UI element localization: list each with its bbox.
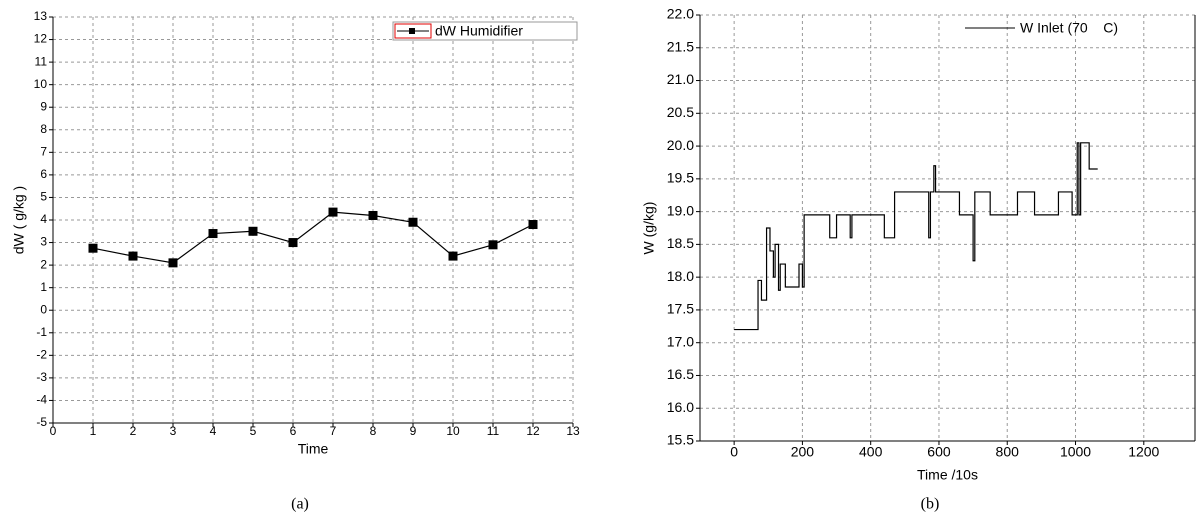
- x-tick-label: 4: [210, 424, 217, 438]
- y-tick-label: 10: [34, 77, 48, 91]
- x-tick-label: 11: [487, 424, 500, 438]
- y-axis-label: dW ( g/kg ): [11, 186, 27, 254]
- x-tick-label: 3: [170, 424, 177, 438]
- marker: [168, 258, 178, 268]
- y-tick-label: 15.5: [667, 432, 694, 448]
- legend-label: dW Humidifier: [435, 23, 523, 39]
- y-tick-label: 1: [40, 280, 47, 294]
- x-tick-label: 5: [250, 424, 257, 438]
- data-line: [734, 142, 1098, 331]
- y-tick-label: 20.0: [667, 137, 694, 153]
- x-tick-label: 9: [410, 424, 417, 438]
- y-tick-label: 22.0: [667, 6, 694, 22]
- x-tick-label: 600: [927, 444, 951, 460]
- y-tick-label: -4: [36, 393, 47, 407]
- y-tick-label: 19.5: [667, 170, 694, 186]
- x-axis-label: Time /10s: [917, 467, 978, 483]
- x-tick-label: 12: [526, 424, 540, 438]
- x-tick-label: 0: [730, 444, 738, 460]
- x-tick-label: 400: [859, 444, 883, 460]
- y-tick-label: -2: [36, 348, 47, 362]
- y-tick-label: -1: [36, 325, 47, 339]
- caption: (b): [921, 496, 940, 513]
- x-tick-label: 800: [996, 444, 1020, 460]
- y-tick-label: 6: [40, 167, 47, 181]
- x-axis-label: Time: [298, 441, 329, 457]
- marker: [128, 251, 138, 261]
- marker: [248, 226, 258, 236]
- y-tick-label: 5: [40, 190, 47, 204]
- marker: [208, 229, 218, 239]
- y-tick-label: 2: [40, 257, 47, 271]
- x-tick-label: 2: [130, 424, 137, 438]
- x-tick-label: 6: [290, 424, 297, 438]
- y-axis-label: W (g/kg): [641, 202, 657, 255]
- y-tick-label: 3: [40, 235, 47, 249]
- marker: [408, 217, 418, 227]
- marker: [528, 220, 538, 230]
- y-tick-label: 12: [34, 32, 48, 46]
- y-tick-label: 11: [35, 54, 48, 68]
- legend-box: [392, 21, 578, 41]
- y-tick-label: 17.0: [667, 333, 694, 349]
- y-tick-label: 21.0: [667, 71, 694, 87]
- legend-swatch-frame: [394, 23, 432, 39]
- marker: [488, 240, 498, 250]
- x-tick-label: 1000: [1060, 444, 1091, 460]
- y-tick-label: 4: [40, 212, 47, 226]
- marker: [368, 210, 378, 220]
- legend-marker: [409, 28, 415, 34]
- x-tick-label: 0: [50, 424, 57, 438]
- y-tick-label: 9: [40, 99, 47, 113]
- legend-label: W Inlet (70 C): [1020, 20, 1118, 36]
- y-tick-label: 13: [34, 9, 48, 23]
- x-tick-label: 200: [791, 444, 815, 460]
- y-tick-label: 0: [40, 302, 47, 316]
- caption: (a): [291, 496, 309, 513]
- y-tick-label: -5: [36, 415, 47, 429]
- y-tick-label: -3: [36, 370, 47, 384]
- data-line: [92, 211, 534, 264]
- x-tick-label: 8: [370, 424, 377, 438]
- marker: [288, 238, 298, 248]
- x-tick-label: 10: [446, 424, 460, 438]
- marker: [328, 207, 338, 217]
- x-tick-label: 7: [330, 424, 337, 438]
- y-tick-label: 16.5: [667, 366, 694, 382]
- y-tick-label: 19.0: [667, 202, 694, 218]
- marker: [448, 251, 458, 261]
- y-tick-label: 20.5: [667, 104, 694, 120]
- y-tick-label: 7: [40, 145, 47, 159]
- x-tick-label: 1200: [1128, 444, 1159, 460]
- y-tick-label: 16.0: [667, 399, 694, 415]
- y-tick-label: 8: [40, 122, 47, 136]
- x-tick-label: 1: [90, 424, 97, 438]
- y-tick-label: 21.5: [667, 38, 694, 54]
- y-tick-label: 17.5: [667, 301, 694, 317]
- marker: [88, 243, 98, 253]
- y-tick-label: 18.0: [667, 268, 694, 284]
- y-tick-label: 18.5: [667, 235, 694, 251]
- x-tick-label: 13: [566, 424, 580, 438]
